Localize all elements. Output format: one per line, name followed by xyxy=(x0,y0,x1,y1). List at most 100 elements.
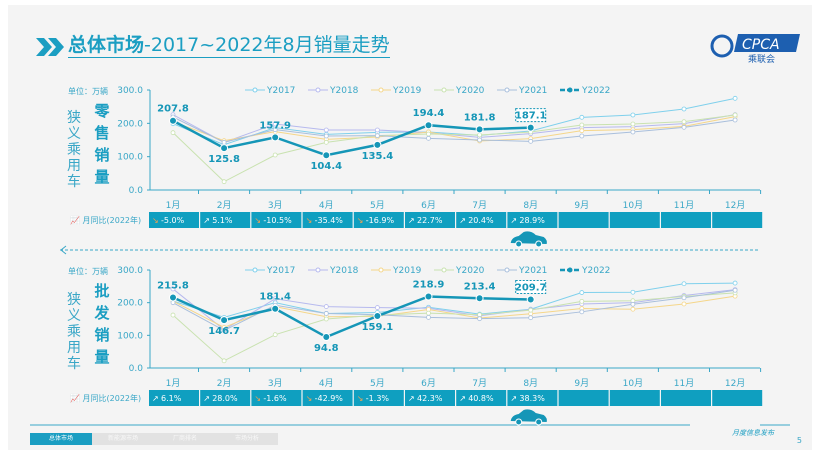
metric-label-retail: 零售销量 xyxy=(94,102,110,186)
legend-marker xyxy=(567,87,573,93)
y-tick-label: 100.0 xyxy=(117,153,143,163)
data-label: 157.9 xyxy=(259,120,291,131)
tab-manufacturer-ranking[interactable]: 厂商排名 xyxy=(154,433,216,445)
footer-tabs: 总体市场 新能源市场 厂商排名 市场分析 xyxy=(30,433,278,445)
data-point xyxy=(170,130,176,136)
unit-label-wholesale: 单位：万辆 xyxy=(68,267,108,276)
tab-overall-market[interactable]: 总体市场 xyxy=(30,433,92,445)
car-wheel xyxy=(515,418,523,426)
trend-up-icon: ↗ xyxy=(510,394,517,403)
yoy-value: 22.7% xyxy=(417,216,443,225)
data-point xyxy=(322,333,331,342)
x-tick-label: 11月 xyxy=(674,378,694,389)
data-label: 209.7 xyxy=(515,282,547,293)
data-point xyxy=(630,306,636,312)
data-point xyxy=(477,312,483,318)
data-point xyxy=(426,131,431,137)
legend-label: Y2022 xyxy=(581,86,610,96)
data-label: 181.4 xyxy=(259,292,291,303)
series-line-y2017 xyxy=(172,97,736,146)
latest-value-box xyxy=(515,279,547,294)
data-point xyxy=(322,151,331,160)
x-tick-label: 9月 xyxy=(574,200,589,211)
data-point xyxy=(374,133,380,139)
yoy-value: 42.3% xyxy=(417,394,443,403)
data-point xyxy=(475,125,484,134)
x-tick-label: 6月 xyxy=(421,200,436,211)
legend-label: Y2021 xyxy=(518,266,547,276)
trend-up-icon: ↗ xyxy=(408,216,415,225)
yoy-value: 28.0% xyxy=(212,394,238,403)
data-point xyxy=(271,133,280,142)
legend-label: Y2022 xyxy=(581,266,610,276)
yoy-cell xyxy=(456,212,507,228)
unit-label-retail: 单位：万辆 xyxy=(68,87,108,96)
yoy-cell xyxy=(200,390,251,406)
x-tick-label: 10月 xyxy=(623,200,643,211)
x-tick-label: 5月 xyxy=(370,378,385,389)
yoy-cell xyxy=(507,212,558,228)
yoy-value: -1.6% xyxy=(263,394,287,403)
trend-up-icon: ↗ xyxy=(459,216,466,225)
data-point xyxy=(630,301,636,307)
data-point xyxy=(170,312,176,318)
data-point xyxy=(170,286,176,292)
data-point xyxy=(681,106,687,112)
data-point xyxy=(528,307,534,313)
x-tick-label: 6月 xyxy=(421,378,436,389)
yoy-value: 6.1% xyxy=(161,394,182,403)
yoy-cell xyxy=(302,212,353,228)
car-wheel xyxy=(535,240,543,248)
legend-marker xyxy=(567,267,573,273)
x-tick-label: 7月 xyxy=(472,378,487,389)
x-tick-label: 4月 xyxy=(319,200,334,211)
data-point xyxy=(220,316,229,325)
data-point xyxy=(221,139,227,145)
yoy-value: 28.9% xyxy=(519,216,545,225)
x-tick-label: 8月 xyxy=(523,200,538,211)
legend-marker xyxy=(441,87,447,93)
series-line-y2017 xyxy=(172,282,736,318)
data-point xyxy=(424,121,433,130)
data-point xyxy=(323,127,329,133)
yoy-cell xyxy=(507,390,558,406)
data-point xyxy=(272,152,278,158)
data-point xyxy=(424,292,433,301)
data-point xyxy=(323,133,329,139)
trend-up-icon: ↗ xyxy=(459,394,466,403)
yoy-value: 40.8% xyxy=(468,394,494,403)
yoy-cell xyxy=(200,212,251,228)
data-point xyxy=(681,301,687,307)
data-point xyxy=(272,121,278,127)
yoy-value: -16.9% xyxy=(366,216,395,225)
data-point xyxy=(732,95,738,101)
data-point xyxy=(579,122,585,128)
legend-marker xyxy=(378,267,384,273)
trend-down-icon: ↘ xyxy=(357,216,364,225)
metric-label-wholesale: 批发销量 xyxy=(94,282,110,366)
data-point xyxy=(426,135,431,141)
data-point xyxy=(426,314,431,320)
trend-up-icon: ↗ xyxy=(152,394,159,403)
chart-1: 0.0 100.0 200.0 300.0 1月 2月 3月 4月 5月 6月 7月 8月 9月 10月 1… xyxy=(117,266,763,426)
data-label: 215.8 xyxy=(157,281,189,292)
yoy-value: -5.0% xyxy=(161,216,185,225)
data-point xyxy=(323,139,329,145)
tab-market-analysis[interactable]: 市场分析 xyxy=(216,433,278,445)
series-line-y2018 xyxy=(172,288,736,331)
legend-marker xyxy=(504,87,510,93)
x-tick-label: 9月 xyxy=(574,378,589,389)
legend-marker xyxy=(441,267,447,273)
legend-marker xyxy=(315,87,321,93)
yoy-cell xyxy=(609,212,660,228)
data-point xyxy=(169,116,177,125)
page-title: 总体市场-2017~2022年8月销量走势 xyxy=(68,34,390,58)
data-point xyxy=(732,112,738,118)
data-point xyxy=(221,328,227,333)
x-tick-label: 1月 xyxy=(166,200,181,211)
legend-marker xyxy=(252,267,258,273)
yoy-value: 20.4% xyxy=(468,216,494,225)
data-point xyxy=(272,296,278,302)
data-label: 181.8 xyxy=(464,112,496,123)
tab-new-energy[interactable]: 新能源市场 xyxy=(92,433,154,445)
